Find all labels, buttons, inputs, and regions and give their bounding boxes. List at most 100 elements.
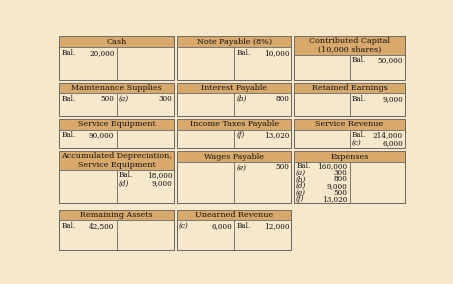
Text: Unearned Revenue: Unearned Revenue [195, 211, 273, 219]
Text: Cash: Cash [106, 38, 127, 46]
Text: 800: 800 [275, 95, 289, 103]
Bar [294, 119, 405, 130]
Text: Bal.: Bal. [352, 95, 366, 103]
Bar [294, 119, 405, 148]
Text: Bal.: Bal. [236, 222, 251, 230]
Text: Bal.: Bal. [296, 162, 310, 170]
Text: 160,000: 160,000 [317, 162, 347, 170]
Bar [59, 210, 174, 250]
Text: (c): (c) [179, 222, 189, 230]
Bar [59, 151, 174, 170]
Bar [294, 83, 405, 93]
Bar [177, 151, 291, 162]
Bar [177, 119, 291, 130]
Text: (b): (b) [236, 95, 247, 103]
Text: (a): (a) [296, 169, 306, 177]
Bar [294, 83, 405, 116]
Text: 90,000: 90,000 [89, 131, 114, 139]
Text: Retained Earnings: Retained Earnings [312, 84, 387, 92]
Text: 13,020: 13,020 [322, 195, 347, 203]
Bar [177, 119, 291, 148]
Text: 300: 300 [159, 95, 172, 103]
Bar [177, 151, 291, 203]
Bar [59, 151, 174, 203]
Text: (e): (e) [236, 163, 246, 172]
Text: (c): (c) [352, 139, 361, 147]
Bar [177, 36, 291, 80]
Text: 13,020: 13,020 [264, 131, 289, 139]
Text: Bal.: Bal. [119, 171, 133, 179]
Text: 300: 300 [333, 169, 347, 177]
Text: Bal.: Bal. [352, 57, 366, 64]
Text: Remaining Assets: Remaining Assets [80, 211, 153, 219]
Bar [294, 119, 405, 148]
Text: Accumulated Depreciation,
Service Equipment: Accumulated Depreciation, Service Equipm… [61, 152, 172, 169]
Text: (a): (a) [119, 95, 129, 103]
Bar [294, 36, 405, 55]
Text: 10,000: 10,000 [264, 49, 289, 57]
Text: Maintenance Supplies: Maintenance Supplies [71, 84, 162, 92]
Bar [177, 36, 291, 80]
Text: 18,000: 18,000 [147, 171, 172, 179]
Text: 500: 500 [275, 163, 289, 172]
Text: Bal.: Bal. [236, 49, 251, 57]
Bar [294, 36, 405, 80]
Bar [59, 151, 174, 203]
Text: (d): (d) [119, 179, 130, 187]
Text: (b): (b) [296, 176, 307, 183]
Bar [177, 36, 291, 47]
Bar [177, 210, 291, 220]
Text: 50,000: 50,000 [378, 57, 403, 64]
Bar [59, 83, 174, 116]
Bar [59, 36, 174, 80]
Bar [177, 119, 291, 148]
Text: (f): (f) [296, 195, 304, 203]
Text: 9,000: 9,000 [327, 182, 347, 190]
Bar [294, 151, 405, 162]
Text: 9,000: 9,000 [382, 95, 403, 103]
Text: 800: 800 [333, 176, 347, 183]
Text: Bal.: Bal. [61, 49, 76, 57]
Bar [177, 83, 291, 93]
Text: (e): (e) [296, 189, 306, 197]
Bar [59, 36, 174, 47]
Text: Bal.: Bal. [352, 131, 366, 139]
Text: Service Revenue: Service Revenue [315, 120, 384, 128]
Bar [59, 119, 174, 148]
Bar [59, 83, 174, 93]
Text: 6,000: 6,000 [211, 222, 232, 230]
Text: 9,000: 9,000 [151, 179, 172, 187]
Bar [177, 210, 291, 250]
Text: Income Taxes Payable: Income Taxes Payable [189, 120, 279, 128]
Text: (f): (f) [236, 131, 245, 139]
Text: Expenses: Expenses [330, 153, 369, 160]
Text: Interest Payable: Interest Payable [201, 84, 267, 92]
Bar [177, 151, 291, 203]
Bar [177, 210, 291, 250]
Bar [294, 151, 405, 203]
Text: Contributed Capital
(10,000 shares): Contributed Capital (10,000 shares) [309, 37, 390, 54]
Bar [59, 119, 174, 130]
Bar [59, 36, 174, 80]
Bar [177, 83, 291, 116]
Text: Bal.: Bal. [61, 131, 76, 139]
Bar [59, 119, 174, 148]
Text: 500: 500 [333, 189, 347, 197]
Text: 500: 500 [101, 95, 114, 103]
Text: 42,500: 42,500 [89, 222, 114, 230]
Text: Bal.: Bal. [61, 222, 76, 230]
Bar [294, 36, 405, 80]
Bar [177, 83, 291, 116]
Bar [59, 210, 174, 220]
Text: 12,000: 12,000 [264, 222, 289, 230]
Bar [294, 151, 405, 203]
Bar [59, 210, 174, 250]
Text: 6,000: 6,000 [382, 139, 403, 147]
Bar [59, 83, 174, 116]
Text: 214,000: 214,000 [373, 131, 403, 139]
Text: (d): (d) [296, 182, 307, 190]
Text: Service Equipment: Service Equipment [78, 120, 155, 128]
Text: Bal.: Bal. [61, 95, 76, 103]
Text: 20,000: 20,000 [89, 49, 114, 57]
Bar [294, 83, 405, 116]
